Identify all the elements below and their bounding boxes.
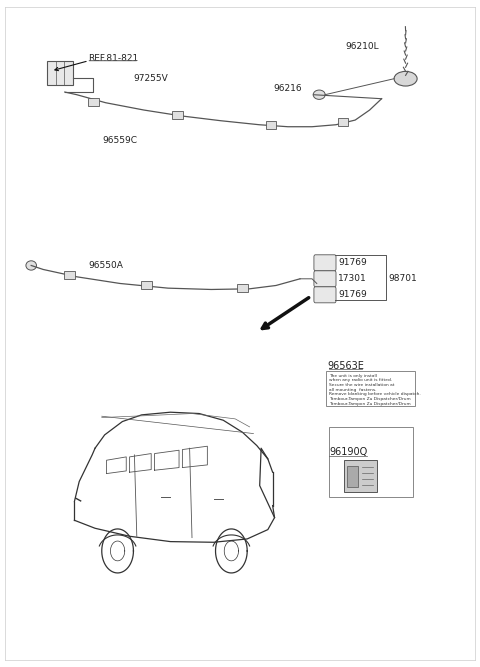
Text: all mounting  fastens.: all mounting fastens. bbox=[329, 388, 377, 392]
Text: Tambour-Tampon Zu Dispatcher/Drum: Tambour-Tampon Zu Dispatcher/Drum bbox=[329, 397, 411, 401]
Text: Remove blanking before vehicle dispatch.: Remove blanking before vehicle dispatch. bbox=[329, 392, 421, 396]
Text: 91769: 91769 bbox=[338, 257, 367, 267]
Text: 91769: 91769 bbox=[338, 289, 367, 299]
Bar bbox=[329, 427, 413, 497]
Bar bbox=[266, 121, 276, 129]
Text: 97255V: 97255V bbox=[134, 74, 168, 83]
Text: 17301: 17301 bbox=[338, 273, 367, 283]
Text: 96563E: 96563E bbox=[327, 361, 364, 370]
FancyBboxPatch shape bbox=[344, 460, 377, 492]
Bar bbox=[64, 271, 75, 279]
FancyBboxPatch shape bbox=[314, 255, 336, 271]
Text: REF.81-821: REF.81-821 bbox=[88, 53, 138, 63]
Text: 96550A: 96550A bbox=[88, 261, 123, 270]
Text: when any radio unit is fitted.: when any radio unit is fitted. bbox=[329, 378, 393, 382]
Text: 96216: 96216 bbox=[274, 83, 302, 93]
Bar bbox=[172, 111, 183, 119]
Text: 98701: 98701 bbox=[389, 273, 418, 283]
Bar bbox=[326, 371, 415, 406]
Ellipse shape bbox=[394, 71, 417, 86]
Text: The unit is only install: The unit is only install bbox=[329, 374, 377, 378]
Ellipse shape bbox=[313, 90, 325, 99]
Bar bbox=[338, 118, 348, 126]
Text: Tambour-Tampon Zu Dispatcher/Drum: Tambour-Tampon Zu Dispatcher/Drum bbox=[329, 402, 411, 406]
Bar bbox=[47, 61, 73, 85]
FancyBboxPatch shape bbox=[314, 287, 336, 303]
Text: 96559C: 96559C bbox=[103, 135, 137, 145]
Text: Secure the wire installation at: Secure the wire installation at bbox=[329, 383, 395, 387]
Text: 96210L: 96210L bbox=[346, 42, 379, 51]
Bar bbox=[237, 284, 248, 292]
Bar bbox=[347, 466, 358, 487]
Ellipse shape bbox=[26, 261, 36, 270]
Bar bbox=[88, 98, 99, 106]
FancyBboxPatch shape bbox=[314, 271, 336, 287]
Text: 96190Q: 96190Q bbox=[329, 448, 367, 457]
Bar bbox=[141, 281, 152, 289]
